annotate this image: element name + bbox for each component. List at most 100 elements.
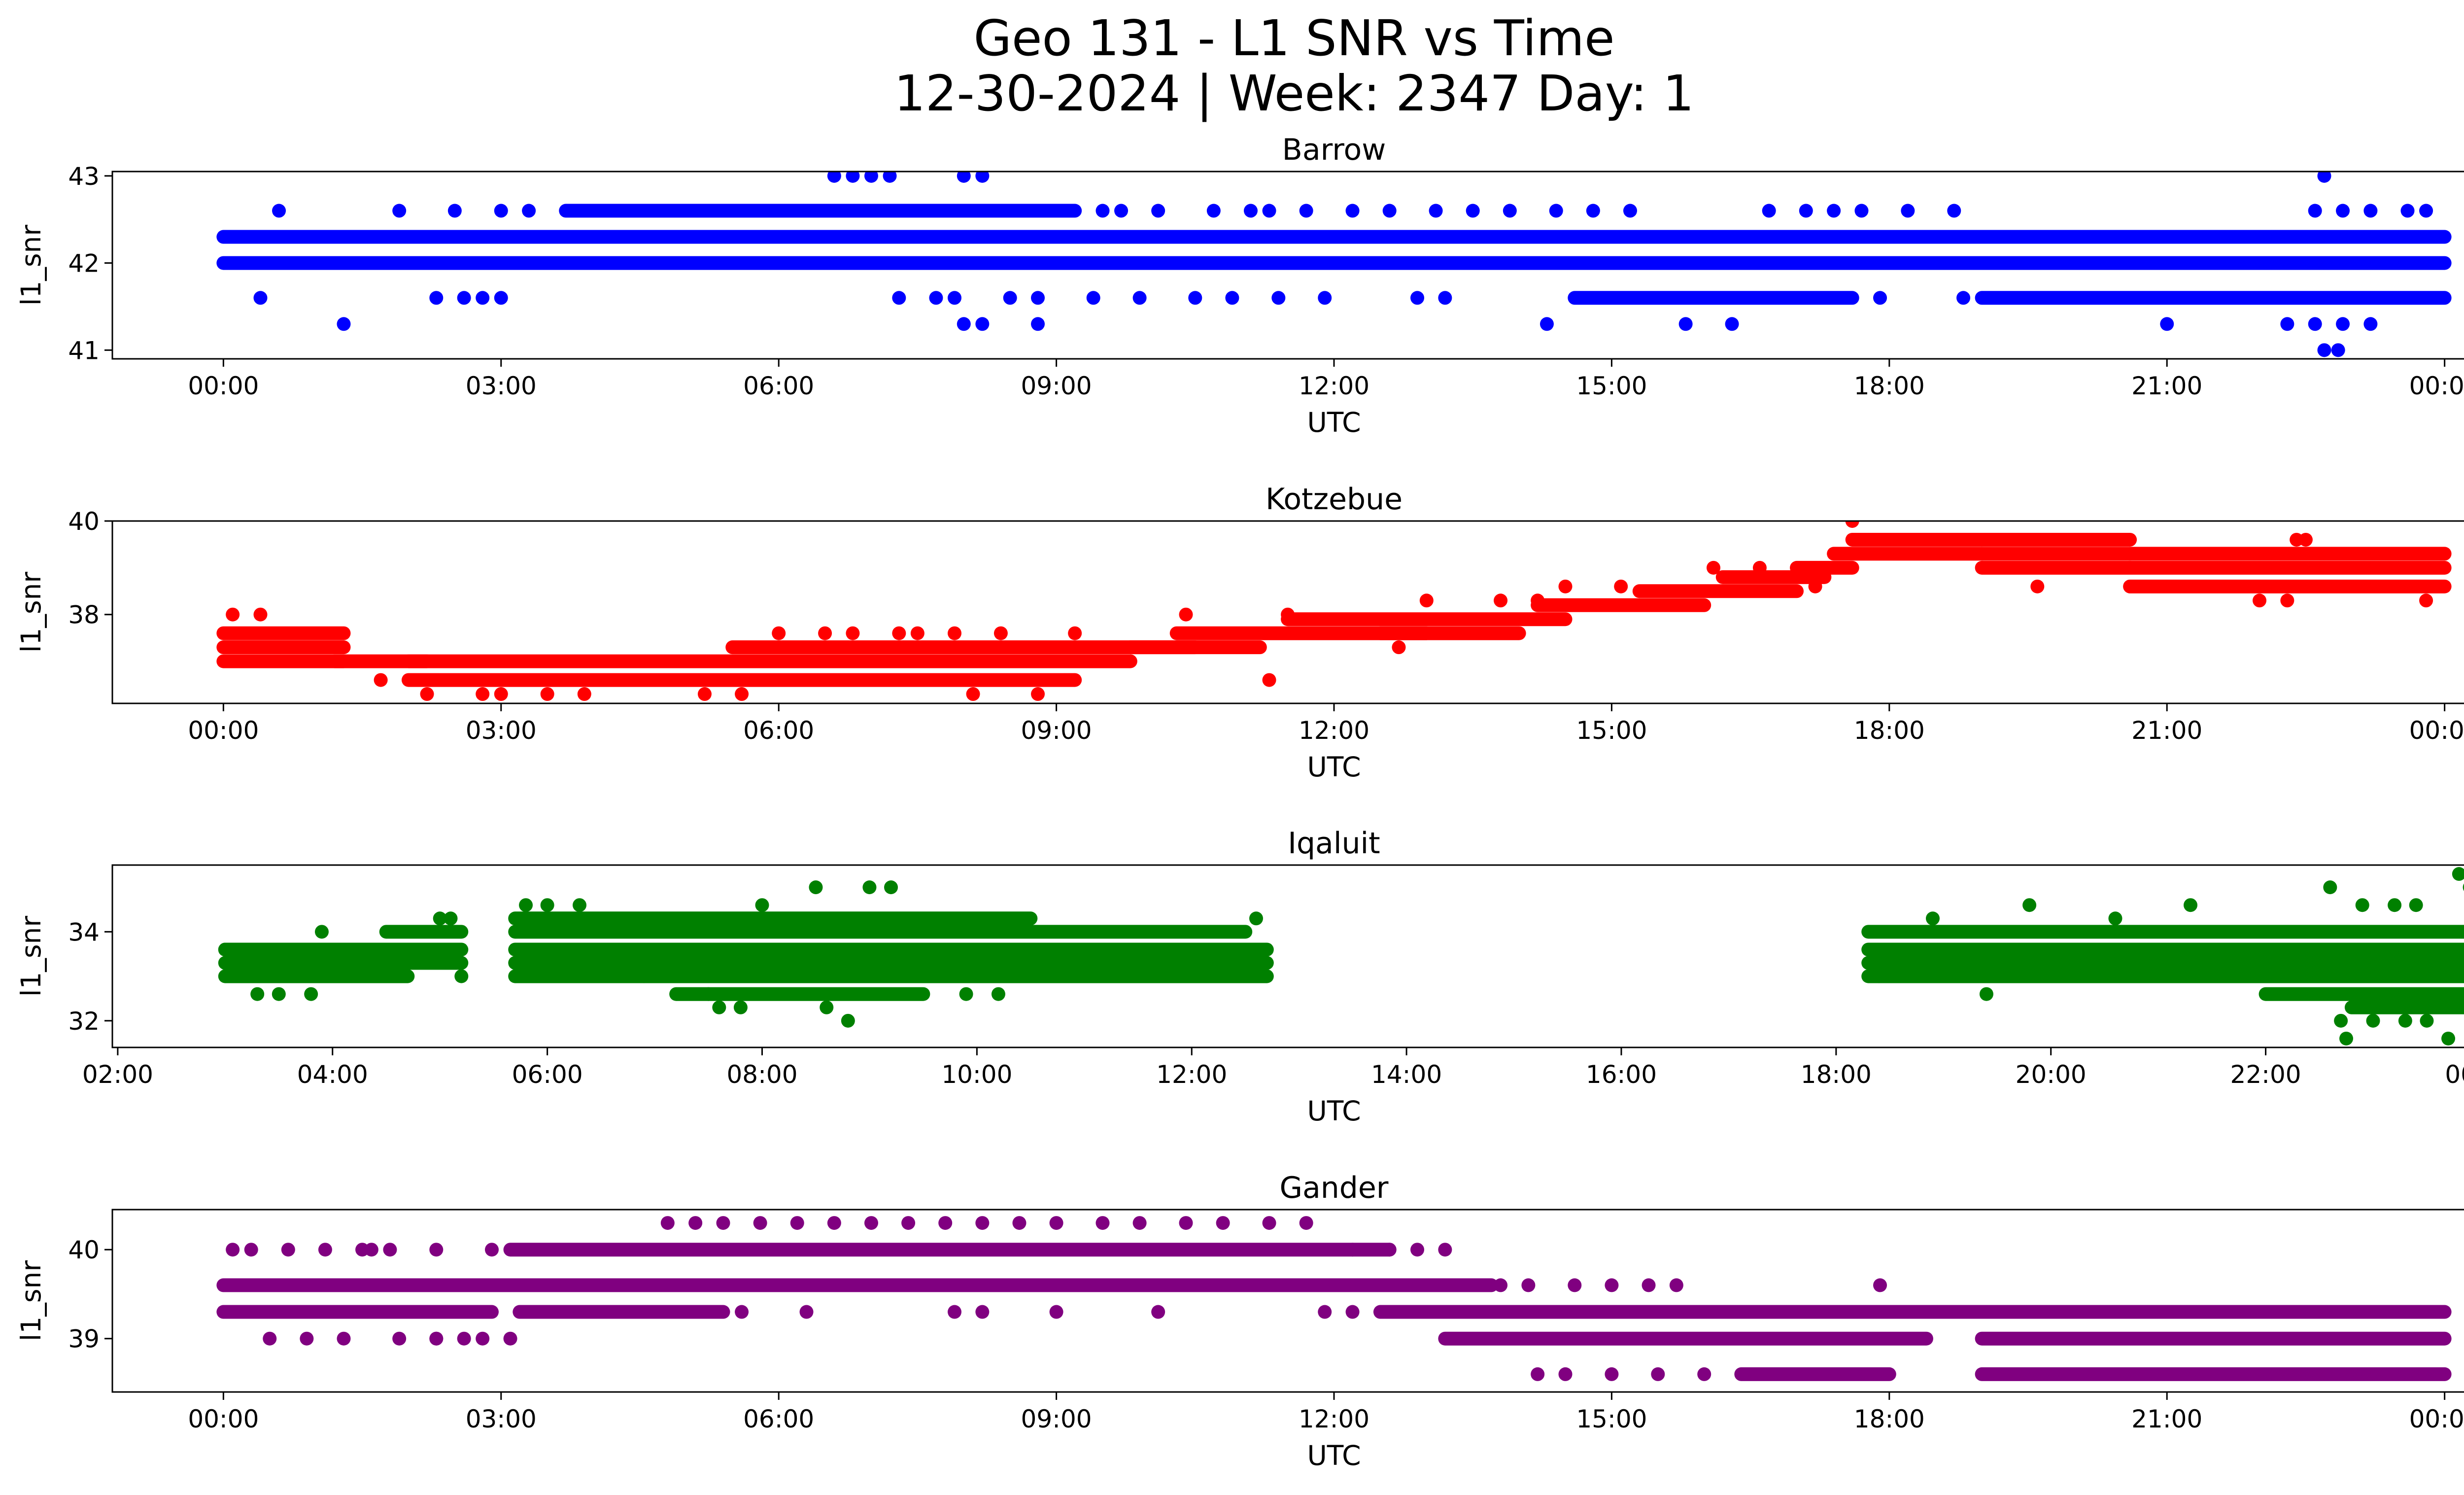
data-point [1049, 1216, 1063, 1230]
y-tick-label: 40 [68, 1236, 100, 1264]
data-point [433, 911, 447, 926]
data-point [1438, 291, 1452, 305]
data-point [929, 291, 943, 305]
data-point [827, 172, 841, 183]
x-tick-label: 15:00 [1576, 716, 1647, 745]
data-point [457, 1331, 471, 1346]
data-point [1605, 1278, 1619, 1292]
data-point [1095, 204, 1110, 218]
y-tick-label: 43 [68, 162, 100, 191]
data-point [1345, 1305, 1360, 1319]
data-point [1956, 291, 1971, 305]
data-point [1854, 204, 1869, 218]
panel-title: Kotzebue [1266, 482, 1403, 517]
data-point [1531, 593, 1545, 608]
data-point [957, 317, 971, 331]
data-point [1558, 1367, 1573, 1381]
data-point [1651, 1367, 1665, 1381]
data-point [1678, 317, 1693, 331]
data-point [1188, 291, 1202, 305]
data-point [364, 1243, 378, 1257]
data-point [503, 1331, 517, 1346]
data-point [244, 1243, 258, 1257]
data-point [1206, 204, 1221, 218]
data-point [484, 1243, 499, 1257]
y-tick-label: 39 [68, 1325, 100, 1354]
data-point [2363, 317, 2378, 331]
data-point [1494, 593, 1508, 608]
data-point [2331, 343, 2345, 357]
panel-barrow: Barrow 00:00 03:00 06:00 09:00 12:00 15:00 18:0… [15, 133, 2464, 438]
data-point [2355, 898, 2369, 912]
data-point [549, 1305, 564, 1319]
data-point [841, 1013, 855, 1028]
data-point [1549, 204, 1563, 218]
data-point [957, 172, 971, 183]
data-point [429, 291, 444, 305]
data-point [1947, 204, 1961, 218]
data-point [2441, 1031, 2456, 1045]
data-point [1845, 521, 1859, 528]
y-tick-label: 40 [68, 507, 100, 536]
data-point [1586, 204, 1600, 218]
data-point [993, 626, 1008, 640]
data-point [637, 969, 651, 983]
data-point [2363, 204, 2378, 218]
data-point [1271, 291, 1286, 305]
data-point [447, 204, 462, 218]
panel-kotzebue: Kotzebue 00:00 03:00 06:00 09:00 12:00 15:00 18… [15, 482, 2464, 783]
data-point [300, 1331, 314, 1346]
data-point [226, 607, 240, 622]
data-point [1872, 969, 1886, 983]
data-point [2317, 343, 2331, 357]
data-point [892, 626, 906, 640]
data-point [1151, 204, 1165, 218]
data-point [1799, 204, 1813, 218]
scatter-marks [216, 172, 2452, 357]
x-tick-label: 00:00 [2409, 1405, 2464, 1433]
x-axis-label: UTC [1307, 751, 1361, 783]
data-point [884, 880, 898, 895]
data-point [948, 1305, 962, 1319]
data-point [226, 1243, 240, 1257]
data-point [2400, 204, 2415, 218]
data-point [1068, 626, 1082, 640]
data-point [1901, 204, 1915, 218]
data-point [883, 172, 897, 183]
axes-frame [111, 864, 2464, 1048]
x-tick-label: 00:00 [2409, 716, 2464, 745]
data-point [1249, 911, 1263, 926]
data-point [910, 626, 924, 640]
data-point [1762, 204, 1776, 218]
data-point [975, 1305, 990, 1319]
data-point [494, 204, 508, 218]
data-point [1392, 640, 1406, 655]
y-tick-label: 38 [68, 601, 100, 629]
data-point [2323, 880, 2337, 895]
data-point [1540, 317, 1554, 331]
y-tick-label: 34 [68, 918, 100, 946]
data-point [1410, 291, 1425, 305]
data-point [864, 1216, 878, 1230]
data-point [712, 1000, 726, 1014]
data-point [772, 626, 786, 640]
data-point [2184, 898, 2198, 912]
scatter-marks [216, 1216, 2452, 1381]
data-point [1503, 204, 1517, 218]
x-tick-label: 06:00 [512, 1060, 583, 1089]
data-point [1318, 1305, 1332, 1319]
data-point [1216, 1216, 1230, 1230]
data-point [1410, 1243, 1425, 1257]
data-point [701, 987, 716, 1001]
data-point [1345, 204, 1360, 218]
chart-title: Geo 131 - L1 SNR vs Time [974, 9, 1615, 67]
x-tick-label: 16:00 [1586, 1060, 1657, 1089]
data-point [2419, 593, 2433, 608]
data-point [846, 172, 860, 183]
data-point [1429, 204, 1443, 218]
chart-subtitle: 12-30-2024 | Week: 2347 Day: 1 [894, 65, 1694, 122]
data-point [318, 1243, 332, 1257]
x-tick-label: 18:00 [1854, 372, 1925, 400]
data-point [272, 204, 286, 218]
data-point [392, 1331, 407, 1346]
